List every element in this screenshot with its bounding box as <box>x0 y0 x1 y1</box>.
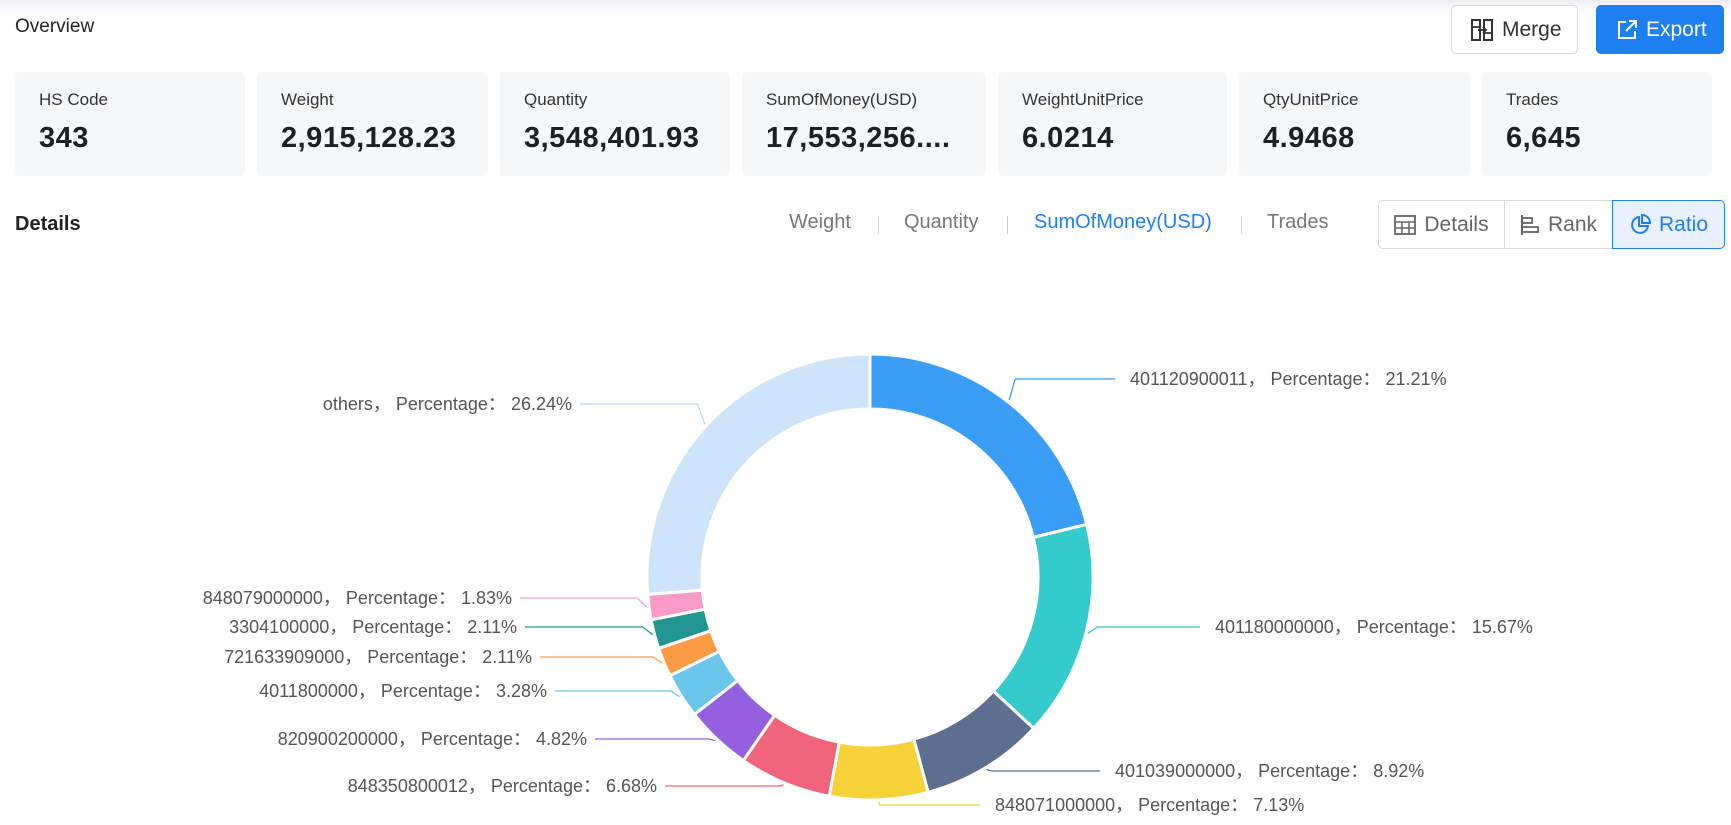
stat-value: 2,915,128.23 <box>281 122 457 154</box>
ratio-view-label: Ratio <box>1658 212 1709 236</box>
tab-sum-of-money[interactable]: SumOfMoney(USD) <box>1034 211 1212 233</box>
slice-label: 848071000000， Percentage： 7.13% <box>995 795 1304 815</box>
leader-line <box>520 597 648 608</box>
details-view-button[interactable]: Details <box>1378 200 1505 249</box>
stat-card-qty-unit-price: QtyUnitPrice 4.9468 <box>1239 72 1470 176</box>
slice-label: 848079000000， Percentage： 1.83% <box>203 588 512 608</box>
stat-value: 3,548,401.93 <box>524 122 700 154</box>
bar-rank-icon <box>1520 214 1539 235</box>
slice-label: 4011800000， Percentage： 3.28% <box>259 681 547 701</box>
rank-view-label: Rank <box>1547 212 1598 236</box>
donut-slice-401120900011[interactable] <box>868 352 1089 540</box>
leader-line <box>540 656 663 664</box>
stat-value: 17,553,256.... <box>766 122 951 154</box>
merge-label: Merge <box>1502 17 1562 41</box>
leader-line <box>525 626 653 636</box>
tab-divider <box>878 216 879 234</box>
merge-icon <box>1471 18 1493 41</box>
leader-line <box>595 738 716 742</box>
donut-slice-401180000000[interactable] <box>991 522 1095 731</box>
stat-label: Quantity <box>524 90 588 109</box>
tab-trades[interactable]: Trades <box>1267 211 1329 233</box>
overview-title: Overview <box>15 16 95 37</box>
export-label: Export <box>1646 17 1707 41</box>
stat-value: 6.0214 <box>1022 122 1114 154</box>
stat-card-weight: Weight 2,915,128.23 <box>257 72 488 176</box>
stat-label: SumOfMoney(USD) <box>766 90 918 109</box>
tab-divider <box>1007 216 1008 234</box>
ratio-donut-chart: 401120900011， Percentage： 21.21% 40118000… <box>203 352 1533 815</box>
slice-label: 820900200000， Percentage： 4.82% <box>278 729 587 749</box>
rank-view-button[interactable]: Rank <box>1504 200 1613 249</box>
pie-chart-icon <box>1631 213 1651 234</box>
leader-line <box>878 801 980 806</box>
donut-slice-others[interactable] <box>645 352 872 596</box>
export-icon <box>1618 19 1637 39</box>
slice-label: 721633909000， Percentage： 2.11% <box>224 647 532 667</box>
stat-card-trades: Trades 6,645 <box>1482 72 1712 176</box>
stat-value: 343 <box>39 122 89 154</box>
stat-value: 6,645 <box>1506 122 1582 154</box>
slice-label: 848350800012， Percentage： 6.68% <box>348 776 657 796</box>
stat-label: HS Code <box>39 90 108 109</box>
stat-card-hs-code: HS Code 343 <box>15 72 245 176</box>
stat-card-weight-unit-price: WeightUnitPrice 6.0214 <box>998 72 1227 176</box>
ratio-view-button[interactable]: Ratio <box>1612 200 1725 249</box>
tab-quantity[interactable]: Quantity <box>904 211 979 233</box>
slice-label: 401180000000， Percentage： 15.67% <box>1215 617 1533 637</box>
leader-line <box>986 768 1100 772</box>
stat-label: WeightUnitPrice <box>1022 90 1144 109</box>
stat-label: Weight <box>281 90 334 109</box>
details-title: Details <box>15 213 81 235</box>
slice-label: 401120900011， Percentage： 21.21% <box>1130 369 1447 389</box>
leader-line <box>665 784 784 787</box>
details-view-label: Details <box>1424 212 1489 236</box>
export-button[interactable]: Export <box>1596 5 1724 54</box>
merge-button[interactable]: Merge <box>1451 5 1578 54</box>
top-bar <box>0 0 1731 70</box>
leader-line <box>1008 378 1115 401</box>
stat-card-quantity: Quantity 3,548,401.93 <box>500 72 730 176</box>
stat-label: QtyUnitPrice <box>1263 90 1359 109</box>
stat-value: 4.9468 <box>1263 122 1355 154</box>
slice-label: 401039000000， Percentage： 8.92% <box>1115 761 1424 781</box>
donut-slice-848071000000[interactable] <box>827 737 931 802</box>
tab-divider <box>1241 216 1242 234</box>
table-icon <box>1394 214 1417 235</box>
slice-label: others， Percentage： 26.24% <box>323 394 572 414</box>
leader-line <box>1087 626 1200 635</box>
view-toggle-group: Details Rank Ratio <box>1378 200 1725 249</box>
stat-card-sum-of-money: SumOfMoney(USD) 17,553,256.... <box>742 72 986 176</box>
tab-weight[interactable]: Weight <box>789 211 851 233</box>
leader-line <box>580 403 706 425</box>
slice-label: 3304100000， Percentage： 2.11% <box>229 617 517 637</box>
stat-label: Trades <box>1506 90 1559 109</box>
leader-line <box>555 690 680 698</box>
